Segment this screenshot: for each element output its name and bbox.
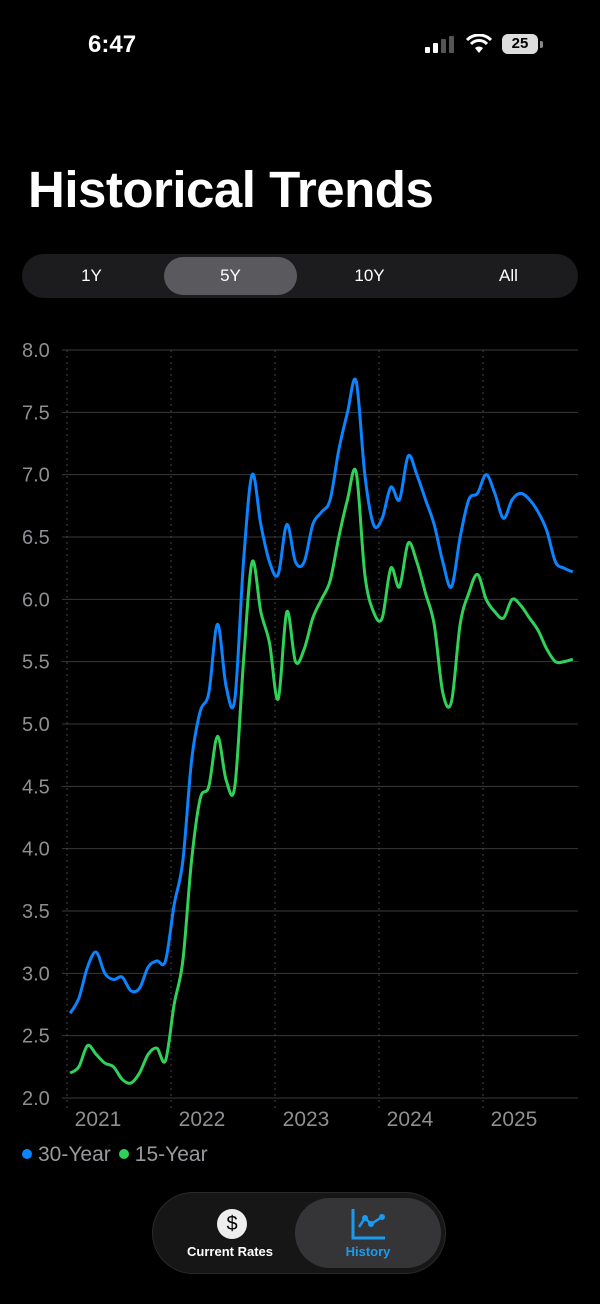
- range-option-5y[interactable]: 5Y: [164, 257, 297, 295]
- page-title: Historical Trends: [28, 161, 434, 218]
- legend-dot-icon: [118, 1149, 129, 1159]
- y-tick-label: 2.5: [22, 1026, 50, 1048]
- x-tick-label: 2022: [179, 1108, 226, 1130]
- legend-item-30-year: 30-Year: [22, 1143, 111, 1167]
- status-time: 6:47: [88, 31, 137, 58]
- dollar-icon: $: [217, 1209, 247, 1239]
- range-option-all[interactable]: All: [499, 266, 518, 285]
- chart-icon: [351, 1209, 385, 1240]
- rate-history-chart: 2.0 2.5 3.0 3.5 4.0 4.5 5.0 5.5 6.0 6.5 7.0 7.5 8.0 2…: [22, 340, 578, 1130]
- y-tick-label: 3.5: [22, 901, 50, 923]
- tab-label: Current Rates: [187, 1244, 273, 1259]
- y-tick-label: 3.0: [22, 963, 50, 985]
- chart-legend: 30-Year 15-Year: [22, 1143, 208, 1167]
- x-tick-label: 2023: [283, 1108, 330, 1130]
- x-tick-label: 2021: [75, 1108, 122, 1130]
- series-line-15-year: [69, 467, 574, 1085]
- range-option-10y[interactable]: 10Y: [354, 266, 385, 285]
- tab-label: History: [345, 1244, 391, 1259]
- x-tick-label: 2025: [491, 1108, 538, 1130]
- x-tick-label: 2024: [387, 1108, 434, 1130]
- y-tick-label: 7.5: [22, 402, 50, 424]
- wifi-icon: [466, 34, 492, 53]
- legend-label: 30-Year: [38, 1143, 111, 1166]
- battery-tip: [540, 41, 543, 48]
- tab-bar: $ Current Rates History: [152, 1192, 446, 1274]
- y-tick-label: 8.0: [22, 340, 50, 362]
- y-tick-label: 4.0: [22, 839, 50, 861]
- legend-dot-icon: [22, 1149, 32, 1159]
- y-tick-label: 5.5: [22, 652, 50, 674]
- range-segmented-control: 1Y 5Y 10Y All: [22, 254, 578, 298]
- tab-history[interactable]: History: [295, 1198, 441, 1268]
- y-tick-label: 6.0: [22, 589, 50, 611]
- y-tick-label: 7.0: [22, 465, 50, 487]
- status-bar: 6:47 25: [0, 28, 600, 62]
- battery-icon: 25: [502, 34, 538, 54]
- y-tick-label: 4.5: [22, 776, 50, 798]
- legend-label: 15-Year: [134, 1143, 208, 1166]
- series-line-30-year: [68, 377, 574, 1015]
- range-option-1y[interactable]: 1Y: [81, 266, 102, 285]
- y-tick-label: 5.0: [22, 714, 50, 736]
- y-tick-label: 6.5: [22, 527, 50, 549]
- cellular-signal-icon: [425, 36, 454, 53]
- tab-current-rates[interactable]: $ Current Rates: [157, 1198, 303, 1268]
- legend-item-15-year: 15-Year: [118, 1143, 208, 1167]
- y-tick-label: 2.0: [22, 1088, 50, 1110]
